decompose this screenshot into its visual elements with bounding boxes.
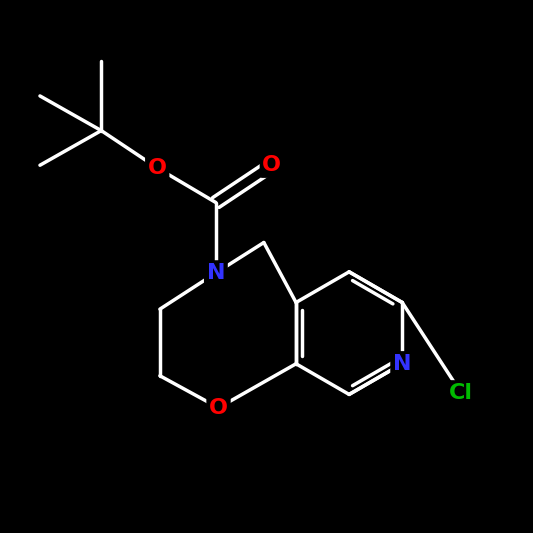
Text: O: O [148, 158, 167, 178]
Text: O: O [262, 155, 281, 175]
Text: O: O [209, 398, 228, 418]
Text: N: N [393, 354, 411, 374]
Text: N: N [207, 263, 225, 283]
Text: Cl: Cl [449, 383, 473, 403]
